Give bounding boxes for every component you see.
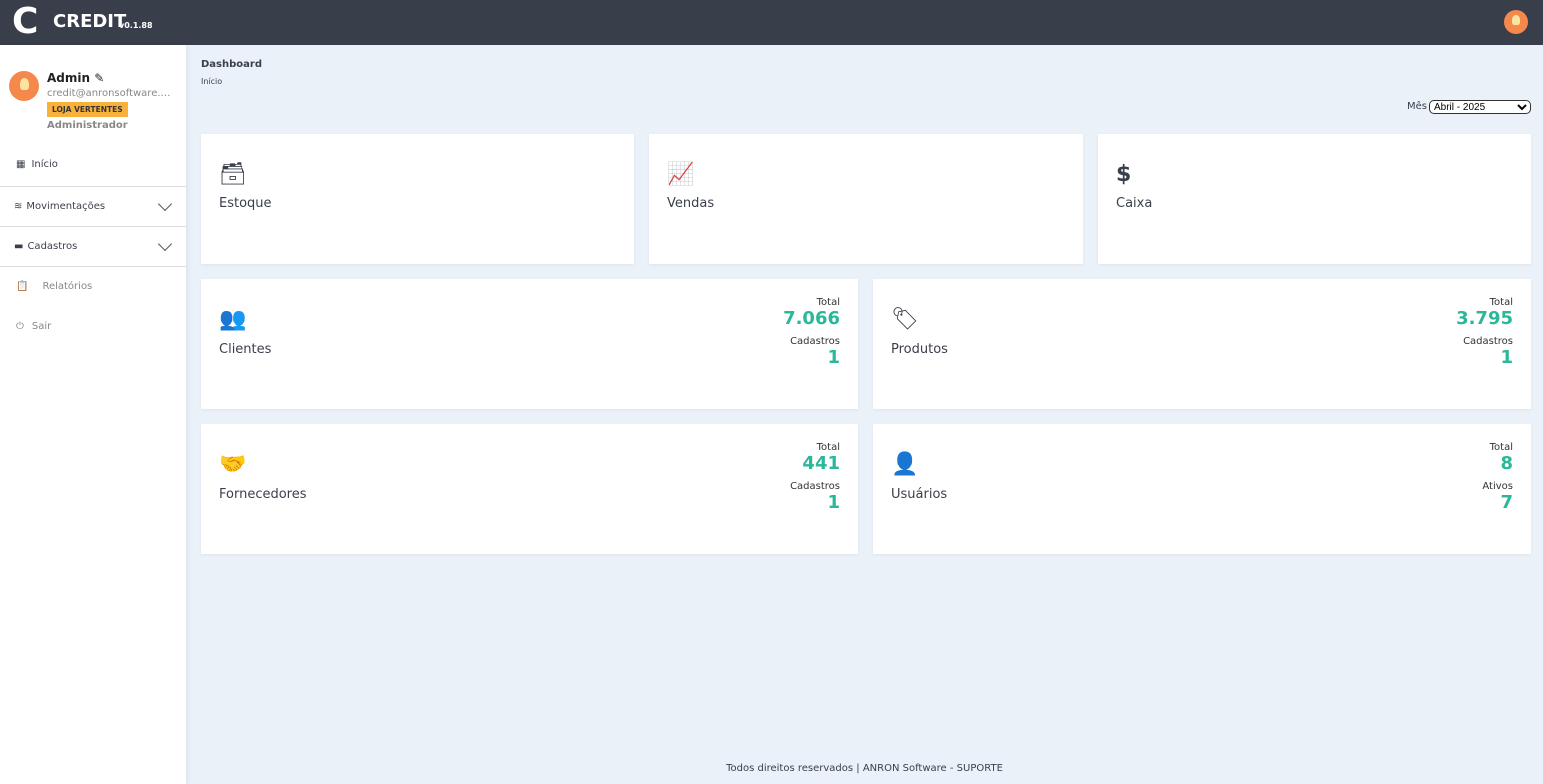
card-title: Usuários: [891, 487, 948, 502]
stat-label: Cadastros: [1463, 336, 1513, 347]
chevron-down-icon: [157, 196, 173, 212]
stat-value: 7: [1500, 492, 1513, 513]
nav-label: Movimentações: [26, 201, 106, 212]
stat-value: 1: [1500, 347, 1513, 368]
page-title: Dashboard: [201, 59, 262, 70]
breadcrumb[interactable]: Início: [201, 77, 223, 86]
chevron-down-icon: [157, 236, 173, 252]
month-label: Mês: [1407, 101, 1427, 112]
sidebar-item-relatorios[interactable]: 📋 Relatórios: [0, 266, 186, 306]
chart-line-icon: 📈: [667, 162, 695, 187]
stat-value: 3.795: [1456, 308, 1513, 329]
card-stats: Total 441 Cadastros 1: [790, 442, 840, 514]
store-badge: LOJA VERTENTES: [47, 102, 128, 117]
edit-icon[interactable]: ✎: [94, 71, 105, 85]
app-version: v0.1.88: [119, 21, 153, 30]
clipboard-icon: 📋: [16, 281, 29, 292]
stat-value: 7.066: [783, 308, 840, 329]
card-title: Caixa: [1116, 196, 1153, 211]
card-usuarios[interactable]: 👤 Usuários Total 8 Ativos 7: [873, 424, 1531, 554]
archive-icon: ▬: [14, 241, 24, 252]
nav-label: Sair: [31, 320, 52, 332]
sidebar: Admin ✎ credit@anronsoftware.com LOJA VE…: [0, 45, 186, 784]
handshake-icon: 🤝: [219, 452, 247, 477]
stat-value: 8: [1500, 453, 1513, 474]
card-clientes[interactable]: 👥 Clientes Total 7.066 Cadastros 1: [201, 279, 858, 409]
user-avatar: [9, 71, 39, 101]
logo: C: [12, 1, 39, 42]
user-role: Administrador: [47, 120, 128, 131]
nav-label: Cadastros: [27, 241, 78, 252]
card-title: Produtos: [891, 342, 948, 357]
stat-value: 1: [827, 492, 840, 513]
card-stats: Total 7.066 Cadastros 1: [783, 297, 840, 369]
stat-label: Total: [1489, 442, 1513, 453]
card-title: Fornecedores: [219, 487, 307, 502]
top-avatar[interactable]: [1504, 10, 1528, 34]
month-select[interactable]: Abril - 2025: [1429, 100, 1531, 114]
card-stats: Total 8 Ativos 7: [1482, 442, 1513, 514]
app-title: CREDIT: [53, 11, 127, 32]
card-fornecedores[interactable]: 🤝 Fornecedores Total 441 Cadastros 1: [201, 424, 858, 554]
card-estoque[interactable]: 🗃 Estoque: [201, 134, 634, 264]
stat-value: 1: [827, 347, 840, 368]
users-icon: 👥: [219, 307, 247, 332]
user-icon: 👤: [891, 452, 919, 477]
sidebar-item-movimentacoes[interactable]: ≋ Movimentações: [0, 186, 186, 226]
tag-icon: 🏷: [891, 307, 919, 332]
card-stats: Total 3.795 Cadastros 1: [1456, 297, 1513, 369]
dollar-icon: $: [1116, 162, 1132, 187]
stat-value: 441: [802, 453, 840, 474]
user-email: credit@anronsoftware.com: [47, 88, 175, 99]
stat-label: Cadastros: [790, 336, 840, 347]
card-title: Estoque: [219, 196, 272, 211]
card-produtos[interactable]: 🏷 Produtos Total 3.795 Cadastros 1: [873, 279, 1531, 409]
stat-label: Cadastros: [790, 481, 840, 492]
archive-icon: 🗃: [219, 162, 247, 187]
stat-label: Ativos: [1482, 481, 1513, 492]
power-icon: ⏻: [16, 320, 24, 332]
dashboard-icon: ▦: [16, 158, 26, 170]
sidebar-item-inicio[interactable]: ▦ Início: [0, 144, 186, 184]
stat-label: Total: [816, 297, 840, 308]
nav-label: Início: [31, 158, 58, 170]
card-title: Clientes: [219, 342, 272, 357]
stat-label: Total: [816, 442, 840, 453]
top-bar: C CREDIT v0.1.88: [0, 0, 1543, 45]
user-name[interactable]: Admin ✎: [47, 71, 104, 85]
database-icon: ≋: [14, 201, 23, 212]
card-caixa[interactable]: $ Caixa: [1098, 134, 1531, 264]
user-name-text: Admin: [47, 71, 91, 85]
footer: Todos direitos reservados | ANRON Softwa…: [726, 763, 1003, 774]
nav-label: Relatórios: [42, 281, 93, 292]
sidebar-item-sair[interactable]: ⏻ Sair: [0, 306, 186, 346]
sidebar-item-cadastros[interactable]: ▬ Cadastros: [0, 226, 186, 266]
card-vendas[interactable]: 📈 Vendas: [649, 134, 1083, 264]
card-title: Vendas: [667, 196, 715, 211]
stat-label: Total: [1489, 297, 1513, 308]
